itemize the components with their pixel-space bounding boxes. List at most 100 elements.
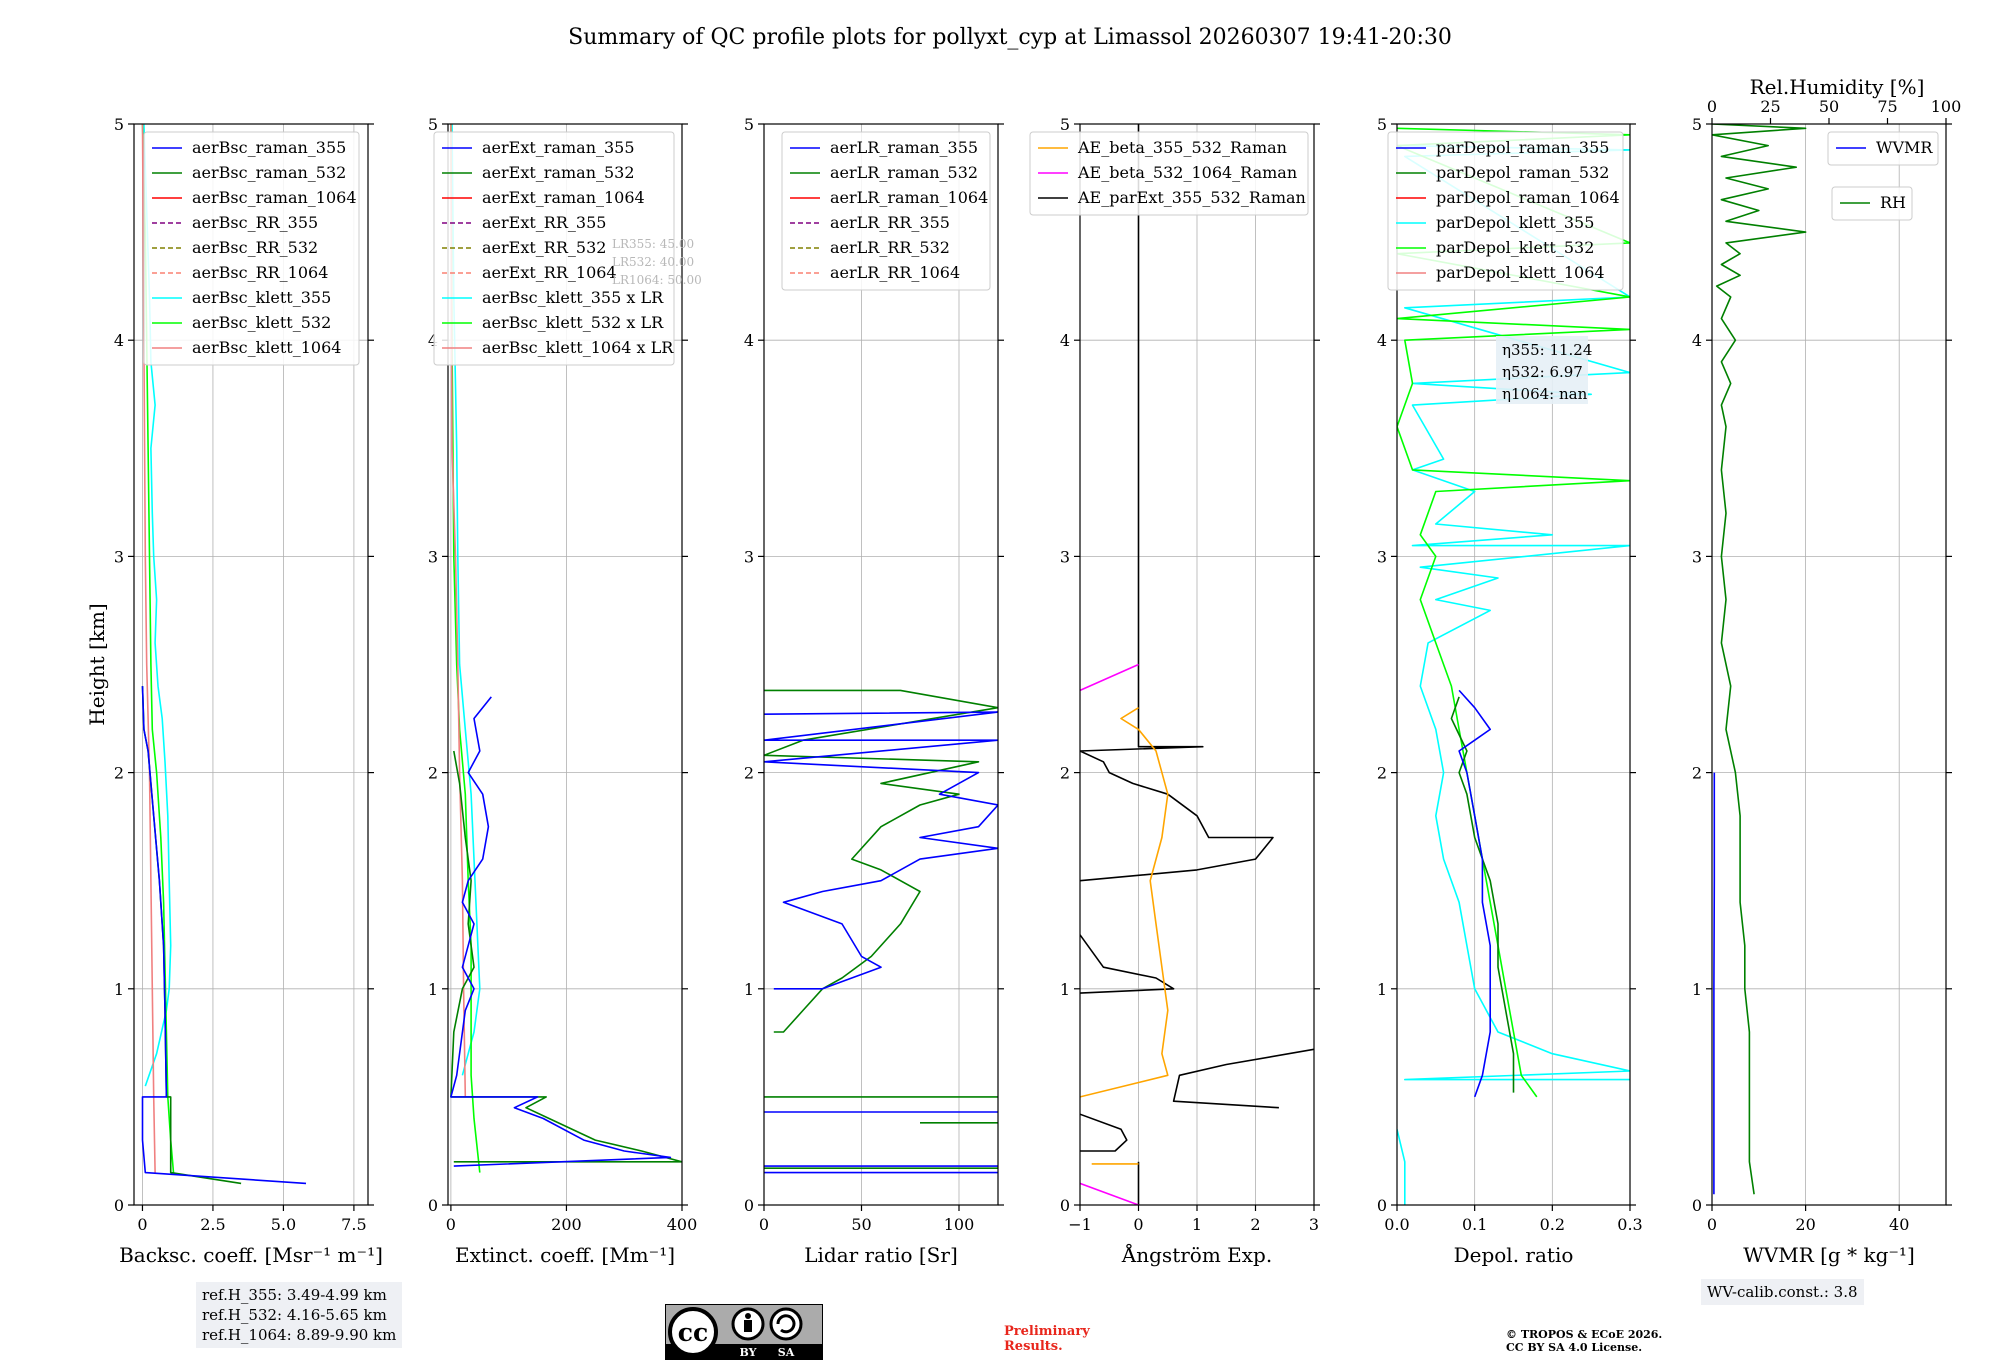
cc-license-badge: cc BY SA: [665, 1304, 823, 1360]
legend-label: aerLR_raman_1064: [830, 188, 988, 207]
y-tick-label-wv: 1: [1692, 980, 1702, 999]
series-group-bsc: [141, 124, 307, 1185]
series-AE_parExt_355_532_Raman: [1080, 124, 1274, 882]
legend-bsc: aerBsc_raman_355 aerBsc_raman_532 aerBsc_r…: [143, 131, 360, 366]
ref-height-box: ref.H_355: 3.49-4.99 km ref.H_532: 4.16-…: [196, 1282, 403, 1348]
legend-label: aerLR_RR_355: [830, 213, 950, 232]
series-group-ext: [450, 124, 682, 1173]
y-tick-label-bsc: 0: [114, 1196, 124, 1215]
ref-height-355: ref.H_355: 3.49-4.99 km: [202, 1286, 387, 1304]
series-AE_parExt_mid: [1080, 934, 1175, 994]
wv-calib-box: WV-calib.const.: 3.8: [1701, 1279, 1864, 1305]
x-axis-label-bsc: Backsc. coeff. [Msr⁻¹ m⁻¹]: [119, 1243, 383, 1267]
legend-label: aerBsc_raman_1064: [192, 188, 357, 207]
axes-frame-dep: [1396, 123, 1631, 1206]
legend-label: aerBsc_raman_355: [192, 138, 346, 157]
y-tick-label-ext: 4: [428, 331, 438, 350]
top-x-tick-label: 0: [1707, 97, 1717, 116]
axes-frame-wv: [1711, 123, 1947, 1206]
x-axis-label-lr: Lidar ratio [Sr]: [804, 1243, 958, 1267]
legend-label: aerBsc_raman_532: [192, 163, 346, 182]
x-tick-label-lr: 0: [759, 1215, 769, 1234]
y-tick-label-ae: 0: [1060, 1196, 1070, 1215]
legend-label: parDepol_raman_355: [1436, 138, 1609, 157]
legend-wv: RH: [1831, 186, 1913, 221]
lr-note: LR532: 40.00: [612, 255, 694, 269]
legend-label: aerBsc_klett_532 x LR: [482, 313, 664, 332]
copyright-line-1: © TROPOS & ECoE 2026.: [1506, 1328, 1663, 1341]
x-tick-label-wv: 20: [1795, 1215, 1815, 1234]
legend-ae: AE_beta_355_532_Raman AE_beta_532_1064_Ra…: [1029, 131, 1309, 216]
lr-note: LR1064: 50.00: [612, 273, 702, 287]
y-tick-label-dep: 2: [1377, 764, 1387, 783]
x-tick-label-ext: 400: [667, 1215, 698, 1234]
y-tick-label-ext: 5: [428, 115, 438, 134]
series-aerExt_raman_355: [450, 696, 672, 1167]
preliminary-line-2: Results.: [1004, 1339, 1063, 1354]
x-axis-label-dep: Depol. ratio: [1454, 1243, 1574, 1267]
legend-frame: [433, 131, 675, 366]
series-RH: [1712, 124, 1807, 1195]
x-tick-label-ae: 1: [1192, 1215, 1202, 1234]
series-aerBsc_klett_355: [143, 124, 172, 1087]
copyright-line-2: CC BY SA 4.0 License.: [1506, 1341, 1643, 1354]
y-tick-label-ext: 2: [428, 764, 438, 783]
legend-label: parDepol_raman_1064: [1436, 188, 1620, 207]
wv-calib-const: WV-calib.const.: 3.8: [1707, 1283, 1858, 1301]
top-x-tick-label: 25: [1760, 97, 1780, 116]
y-tick-label-lr: 5: [744, 115, 754, 134]
series-aerLR_raman_355: [764, 711, 998, 990]
sa-icon: [769, 1307, 803, 1341]
eta-box: [1496, 336, 1588, 404]
legend-dep: parDepol_raman_355 parDepol_raman_532 parD…: [1387, 131, 1624, 291]
x-tick-label-bsc: 5.0: [271, 1215, 296, 1234]
eta-value: η532: 6.97: [1502, 363, 1583, 381]
x-tick-label-ae: −1: [1068, 1215, 1092, 1234]
legend-label: aerExt_RR_1064: [482, 263, 617, 282]
y-tick-label-ae: 1: [1060, 980, 1070, 999]
x-tick-label-dep: 0.1: [1462, 1215, 1487, 1234]
x-tick-label-dep: 0.0: [1384, 1215, 1409, 1234]
lr-note: LR355: 45.00: [612, 237, 694, 251]
legend-frame: [1831, 186, 1913, 221]
y-tick-label-wv: 0: [1692, 1196, 1702, 1215]
y-tick-label-dep: 3: [1377, 547, 1387, 566]
y-tick-label-lr: 4: [744, 331, 754, 350]
legend-label: AE_parExt_355_532_Raman: [1077, 188, 1306, 207]
y-tick-label-lr: 0: [744, 1196, 754, 1215]
series-aerBsc_raman_532: [141, 686, 242, 1185]
axes-frame-lr: [763, 123, 999, 1206]
x-tick-label-wv: 40: [1889, 1215, 1909, 1234]
x-tick-label-dep: 0.2: [1540, 1215, 1565, 1234]
y-tick-label-dep: 4: [1377, 331, 1387, 350]
legend-label: aerExt_raman_1064: [482, 188, 645, 207]
y-axis-label: Height [km]: [85, 603, 109, 725]
legend-label: parDepol_raman_532: [1436, 163, 1609, 182]
legend-label: aerExt_RR_532: [482, 238, 606, 257]
legend-label: parDepol_klett_355: [1436, 213, 1594, 232]
cc-sa-label: SA: [778, 1346, 795, 1359]
x-axis-label-wv: WVMR [g * kg⁻¹]: [1743, 1243, 1915, 1267]
legend-frame: [1387, 131, 1624, 291]
legend-label: aerExt_RR_355: [482, 213, 606, 232]
legend-label: parDepol_klett_1064: [1436, 263, 1605, 282]
legend-label: aerExt_raman_532: [482, 163, 635, 182]
cc-icon: [668, 1307, 718, 1357]
top-x-tick-label: 100: [1931, 97, 1962, 116]
panel-bsc: 0 2.5 5.0 7.5 0 1 2 3 4 5 Backsc. coeff. [Msr⁻¹ m⁻…: [85, 115, 383, 1267]
y-tick-label-wv: 2: [1692, 764, 1702, 783]
legend-label: aerLR_RR_532: [830, 238, 950, 257]
legend-label: aerBsc_RR_532: [192, 238, 318, 257]
series-group-lr: [764, 689, 998, 1174]
ref-height-1064: ref.H_1064: 8.89-9.90 km: [202, 1326, 397, 1344]
legend-label: aerBsc_klett_1064: [192, 338, 341, 357]
series-AE_beta_532_1064_low: [1080, 1182, 1139, 1205]
legend-lr: aerLR_raman_355 aerLR_raman_532 aerLR_rama…: [781, 131, 991, 291]
legend-label: aerBsc_klett_532: [192, 313, 331, 332]
y-tick-label-lr: 1: [744, 980, 754, 999]
series-group-wv: [1712, 124, 1807, 1195]
legend-label: WVMR: [1876, 138, 1933, 157]
x-tick-label-ae: 3: [1309, 1215, 1319, 1234]
legend-label: AE_beta_355_532_Raman: [1077, 138, 1287, 157]
